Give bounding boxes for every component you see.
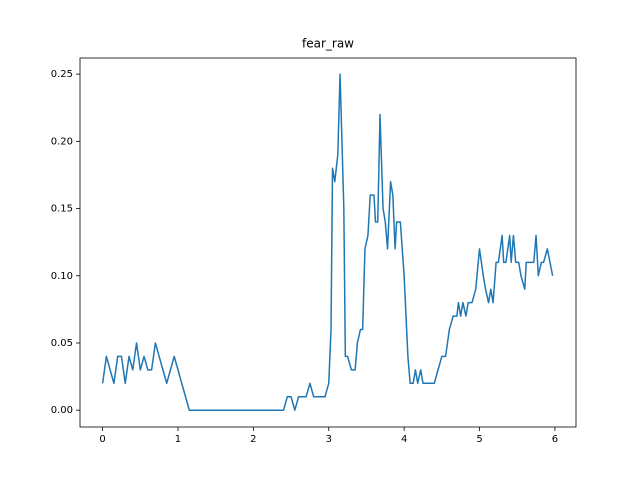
x-tick-label: 3 — [326, 434, 332, 445]
y-tick-label: 0.10 — [51, 271, 73, 282]
y-tick-label: 0.15 — [51, 204, 73, 215]
y-tick-label: 0.00 — [51, 405, 73, 416]
x-tick-label: 5 — [476, 434, 482, 445]
x-tick-label: 0 — [99, 434, 105, 445]
plot-frame — [79, 57, 577, 428]
y-tick-label: 0.05 — [51, 338, 73, 349]
y-tick-label: 0.25 — [51, 69, 73, 80]
data-line — [101, 73, 554, 411]
y-tick-label: 0.20 — [51, 136, 73, 147]
x-tick-label: 4 — [401, 434, 407, 445]
x-tick-label: 2 — [250, 434, 256, 445]
x-tick-label: 1 — [175, 434, 181, 445]
x-tick-label: 6 — [552, 434, 558, 445]
chart-title: fear_raw — [302, 37, 354, 51]
